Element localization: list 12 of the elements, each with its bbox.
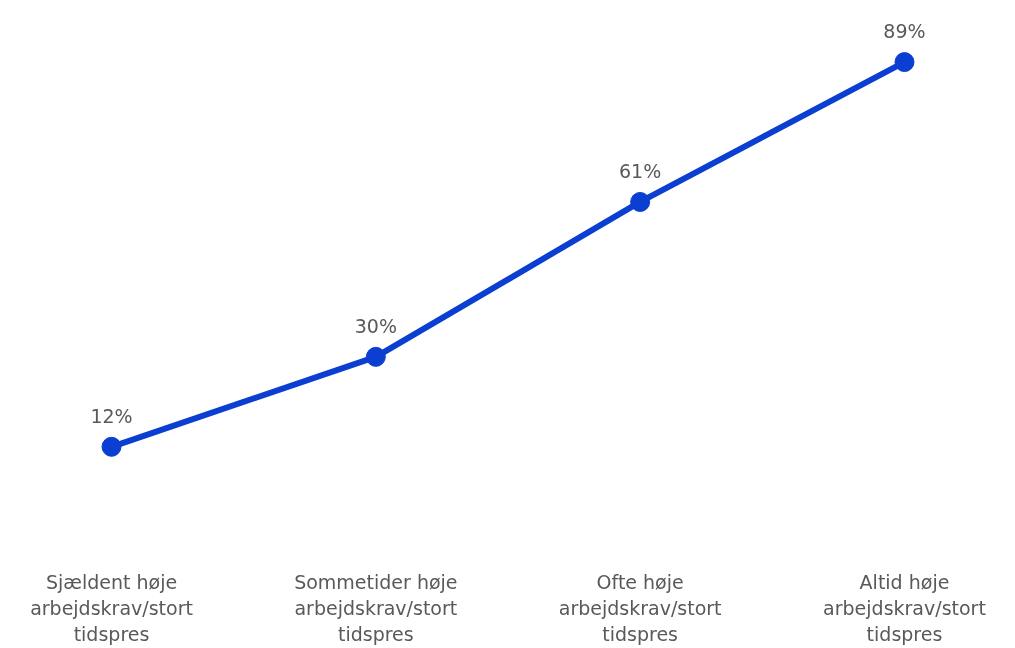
point	[894, 52, 915, 73]
x-tick-label: Sjældent høje arbejdskrav/stort tidspres	[30, 570, 193, 646]
x-tick-label: Ofte høje arbejdskrav/stort tidspres	[558, 570, 722, 646]
data-label: 30%	[354, 314, 397, 337]
data-label: 61%	[619, 159, 662, 182]
x-tick-label: Sommetider høje arbejdskrav/stort tidspres	[294, 570, 458, 646]
data-label: 89%	[883, 20, 926, 43]
point	[365, 346, 386, 367]
point	[101, 436, 122, 457]
point	[630, 191, 651, 212]
x-tick-label: Altid høje arbejdskrav/stort tidspres	[823, 570, 986, 646]
data-label: 12%	[90, 404, 133, 427]
